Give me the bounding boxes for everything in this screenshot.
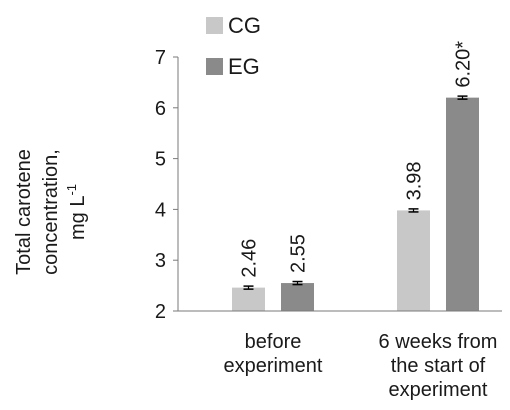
y-axis-label-line: Total carotene xyxy=(13,149,35,275)
x-category-label: experiment xyxy=(389,379,488,401)
bar-cg xyxy=(232,287,265,311)
y-tick-label: 4 xyxy=(155,199,166,221)
y-axis: 2 3 4 5 6 7 xyxy=(155,47,179,323)
legend-label: CG xyxy=(228,13,261,38)
x-category-label: before xyxy=(245,331,302,353)
bars: 2.46 3.98 2.55 6.20* xyxy=(232,41,479,311)
data-label: 2.46 xyxy=(239,239,261,278)
data-label: 3.98 xyxy=(404,161,426,200)
y-axis-label-line: concentration, xyxy=(40,149,62,275)
x-category-label: 6 weeks from xyxy=(379,331,498,353)
y-tick-label: 5 xyxy=(155,149,166,171)
y-tick-label: 2 xyxy=(155,301,166,323)
x-category-label: experiment xyxy=(224,355,323,377)
bar-eg xyxy=(446,97,479,311)
y-tick-label: 6 xyxy=(155,98,166,120)
y-axis-label-line: mg L-1 xyxy=(64,184,89,240)
y-tick-label: 7 xyxy=(155,47,166,69)
y-axis-label: Total carotene concentration, mg L-1 xyxy=(13,149,89,275)
y-axis-label-superscript: -1 xyxy=(64,184,79,196)
legend-label: EG xyxy=(228,54,260,79)
bar-cg xyxy=(397,210,430,311)
legend-swatch-eg xyxy=(206,58,223,75)
legend-swatch-cg xyxy=(206,17,223,34)
data-label: 6.20* xyxy=(453,41,475,88)
data-label: 2.55 xyxy=(288,234,310,273)
legend: CG EG xyxy=(206,13,261,79)
y-tick-label: 3 xyxy=(155,250,166,272)
x-category-label: the start of xyxy=(391,355,486,377)
bar-eg xyxy=(281,283,314,311)
